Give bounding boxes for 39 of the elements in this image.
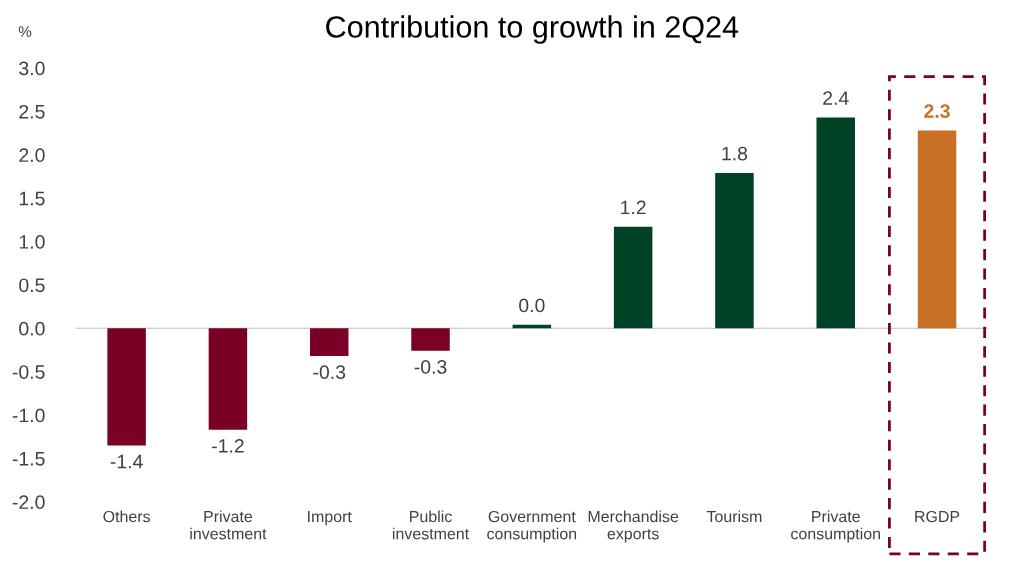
- data-label: 0.0: [519, 298, 545, 313]
- x-tick-label: Tourism: [706, 510, 762, 523]
- y-tick-label: 3.0: [19, 61, 45, 76]
- bar: [613, 226, 653, 329]
- y-tick-label: -1.5: [12, 452, 45, 466]
- x-tick-label: Private consumption: [791, 510, 880, 543]
- data-label: -0.3: [414, 360, 447, 374]
- x-tick-label: Public investment: [392, 510, 470, 540]
- bar: [917, 130, 957, 329]
- y-tick-label: -2.0: [12, 495, 45, 510]
- data-label: 2.3: [924, 104, 950, 119]
- bar: [715, 173, 754, 329]
- data-label: -1.4: [110, 454, 143, 469]
- bar: [208, 328, 248, 430]
- x-tick-label: Private investment: [190, 510, 267, 540]
- x-tick-label: Import: [308, 511, 352, 526]
- data-label: -1.2: [212, 438, 244, 453]
- data-label: -0.3: [313, 365, 346, 380]
- y-tick-label: 1.0: [19, 235, 45, 249]
- chart-title: Contribution to growth in 2Q24: [326, 15, 739, 44]
- bar: [107, 328, 146, 446]
- data-label: 1.2: [621, 200, 646, 215]
- y-tick-label: 0.0: [19, 321, 45, 336]
- x-tick-label: Government consumption: [487, 510, 577, 543]
- x-tick-label: RGDP: [915, 510, 960, 523]
- y-tick-label: 0.5: [19, 278, 45, 293]
- x-tick-label: Merchandise exports: [588, 510, 679, 543]
- bar: [411, 328, 450, 351]
- y-tick-label: -1.0: [12, 408, 45, 423]
- bar: [309, 328, 349, 357]
- y-tick-label: 2.5: [19, 104, 45, 119]
- y-axis-title: %: [18, 26, 32, 37]
- y-tick-label: -0.5: [12, 365, 45, 379]
- y-tick-label: 2.0: [19, 148, 45, 163]
- data-label: 1.8: [722, 146, 748, 161]
- y-tick-label: 1.5: [19, 191, 45, 206]
- x-tick-label: Others: [103, 510, 151, 523]
- data-label: 2.4: [823, 91, 849, 105]
- bar: [816, 117, 855, 329]
